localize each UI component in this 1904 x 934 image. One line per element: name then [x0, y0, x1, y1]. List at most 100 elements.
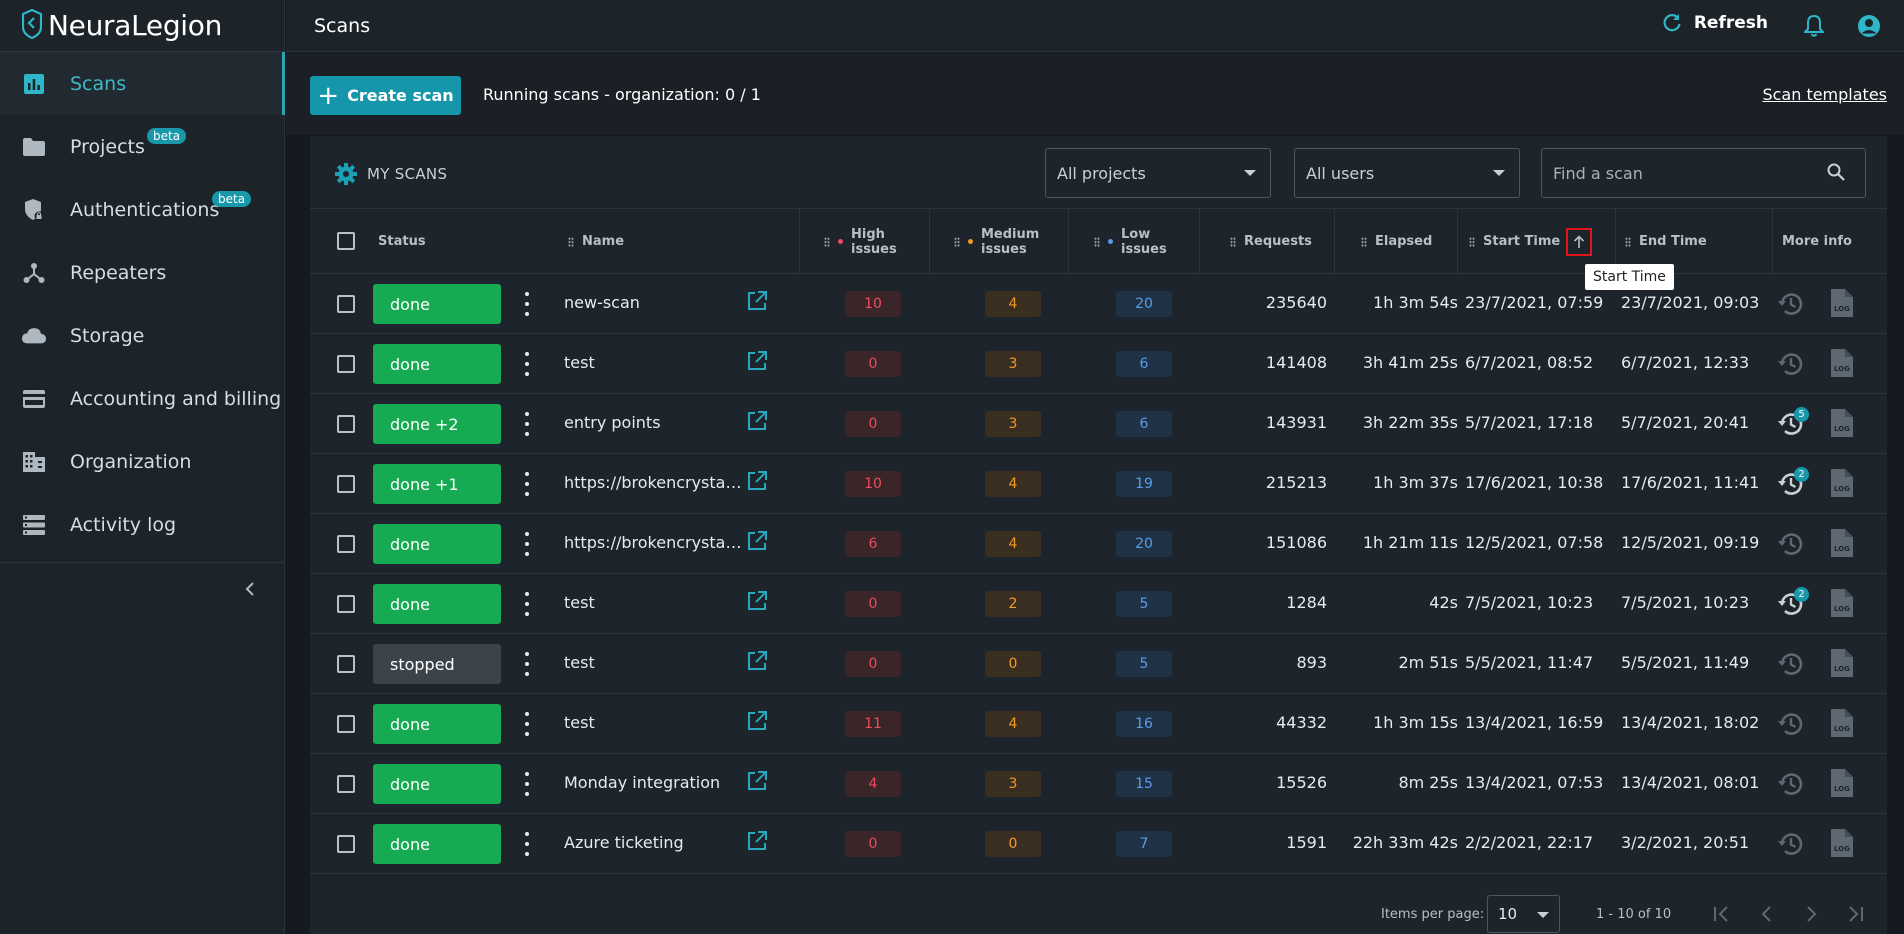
projects-filter-select[interactable]: All projects [1045, 148, 1271, 198]
column-header-medium-issues[interactable]: Medium issues [954, 209, 1064, 274]
open-external-icon[interactable] [746, 350, 768, 376]
table-row[interactable]: done +1 https://brokencrystals.... 10 4 … [310, 454, 1887, 514]
row-checkbox[interactable] [337, 415, 355, 433]
scan-name[interactable]: test [564, 353, 595, 372]
sidebar-item-projects[interactable]: Projects beta [0, 115, 284, 178]
open-external-icon[interactable] [746, 290, 768, 316]
more-actions-icon[interactable] [524, 652, 530, 676]
status-badge[interactable]: done [373, 284, 501, 324]
history-icon[interactable] [1777, 290, 1805, 322]
status-badge[interactable]: done [373, 704, 501, 744]
column-header-requests[interactable]: Requests [1230, 209, 1312, 274]
history-icon[interactable] [1777, 710, 1805, 742]
sidebar-item-organization[interactable]: Organization [0, 430, 284, 493]
sidebar-item-authentications[interactable]: Authentications beta [0, 178, 284, 241]
sidebar-item-storage[interactable]: Storage [0, 304, 284, 367]
open-external-icon[interactable] [746, 770, 768, 796]
open-external-icon[interactable] [746, 830, 768, 856]
create-scan-button[interactable]: + Create scan [310, 76, 461, 115]
column-header-high-issues[interactable]: High issues [824, 209, 914, 274]
scan-name[interactable]: test [564, 653, 595, 672]
column-header-status[interactable]: Status [378, 234, 426, 249]
log-file-icon[interactable]: LOG [1830, 588, 1854, 622]
log-file-icon[interactable]: LOG [1830, 468, 1854, 502]
history-icon[interactable] [1777, 530, 1805, 562]
more-actions-icon[interactable] [524, 472, 530, 496]
table-row[interactable]: done https://brokencrystals.... 6 4 20 1… [310, 514, 1887, 574]
status-badge[interactable]: done +1 [373, 464, 501, 504]
log-file-icon[interactable]: LOG [1830, 408, 1854, 442]
previous-page-icon[interactable] [1754, 901, 1780, 927]
status-badge[interactable]: stopped [373, 644, 501, 684]
status-badge[interactable]: done [373, 584, 501, 624]
table-row[interactable]: done new-scan 10 4 20 235640 1h 3m 54s 2… [310, 274, 1887, 334]
table-row[interactable]: done test 0 2 5 1284 42s 7/5/2021, 10:23… [310, 574, 1887, 634]
search-icon[interactable] [1827, 163, 1845, 185]
next-page-icon[interactable] [1798, 901, 1824, 927]
more-actions-icon[interactable] [524, 352, 530, 376]
status-badge[interactable]: done [373, 344, 501, 384]
first-page-icon[interactable] [1709, 901, 1735, 927]
row-checkbox[interactable] [337, 595, 355, 613]
sidebar-item-activity-log[interactable]: Activity log [0, 493, 284, 556]
more-actions-icon[interactable] [524, 412, 530, 436]
log-file-icon[interactable]: LOG [1830, 648, 1854, 682]
table-row[interactable]: stopped test 0 0 5 893 2m 51s 5/5/2021, … [310, 634, 1887, 694]
table-row[interactable]: done test 11 4 16 44332 1h 3m 15s 13/4/2… [310, 694, 1887, 754]
table-row[interactable]: done +2 entry points 0 3 6 143931 3h 22m… [310, 394, 1887, 454]
items-per-page-select[interactable]: 10 [1487, 895, 1560, 933]
more-actions-icon[interactable] [524, 292, 530, 316]
row-checkbox[interactable] [337, 715, 355, 733]
table-row[interactable]: done test 0 3 6 141408 3h 41m 25s 6/7/20… [310, 334, 1887, 394]
row-checkbox[interactable] [337, 775, 355, 793]
scan-name[interactable]: Azure ticketing [564, 833, 684, 852]
open-external-icon[interactable] [746, 470, 768, 496]
open-external-icon[interactable] [746, 590, 768, 616]
column-header-start-time[interactable]: Start Time [1469, 209, 1593, 274]
column-header-low-issues[interactable]: Low issues [1094, 209, 1184, 274]
scan-name[interactable]: new-scan [564, 293, 640, 312]
scan-templates-link[interactable]: Scan templates [1762, 85, 1887, 104]
select-all-checkbox[interactable] [337, 232, 355, 250]
open-external-icon[interactable] [746, 530, 768, 556]
history-icon[interactable] [1777, 350, 1805, 382]
open-external-icon[interactable] [746, 410, 768, 436]
status-badge[interactable]: done +2 [373, 404, 501, 444]
my-scans-settings[interactable]: MY SCANS [335, 163, 447, 185]
column-header-end-time[interactable]: End Time [1625, 209, 1707, 274]
row-checkbox[interactable] [337, 535, 355, 553]
more-actions-icon[interactable] [524, 772, 530, 796]
sort-ascending-button[interactable] [1566, 227, 1593, 256]
open-external-icon[interactable] [746, 710, 768, 736]
log-file-icon[interactable]: LOG [1830, 528, 1854, 562]
table-row[interactable]: done Monday integration 4 3 15 15526 8m … [310, 754, 1887, 814]
column-header-elapsed[interactable]: Elapsed [1361, 209, 1432, 274]
log-file-icon[interactable]: LOG [1830, 828, 1854, 862]
more-actions-icon[interactable] [524, 832, 530, 856]
sidebar-item-accounting-and-billing[interactable]: Accounting and billing [0, 367, 284, 430]
scan-name[interactable]: test [564, 593, 595, 612]
history-icon[interactable] [1777, 650, 1805, 682]
sidebar-item-repeaters[interactable]: Repeaters [0, 241, 284, 304]
app-logo[interactable]: NeuraLegion [0, 0, 284, 52]
users-filter-select[interactable]: All users [1294, 148, 1520, 198]
scan-name[interactable]: entry points [564, 413, 661, 432]
row-checkbox[interactable] [337, 355, 355, 373]
more-actions-icon[interactable] [524, 712, 530, 736]
row-checkbox[interactable] [337, 295, 355, 313]
user-account-icon[interactable] [1857, 14, 1881, 42]
open-external-icon[interactable] [746, 650, 768, 676]
log-file-icon[interactable]: LOG [1830, 708, 1854, 742]
status-badge[interactable]: done [373, 824, 501, 864]
log-file-icon[interactable]: LOG [1830, 288, 1854, 322]
notifications-bell-icon[interactable] [1802, 14, 1826, 42]
row-checkbox[interactable] [337, 475, 355, 493]
refresh-button[interactable]: Refresh [1662, 13, 1768, 33]
status-badge[interactable]: done [373, 764, 501, 804]
log-file-icon[interactable]: LOG [1830, 348, 1854, 382]
status-badge[interactable]: done [373, 524, 501, 564]
collapse-sidebar-button[interactable] [240, 575, 260, 603]
column-header-name[interactable]: Name [568, 209, 624, 274]
sidebar-item-scans[interactable]: Scans [0, 52, 285, 115]
last-page-icon[interactable] [1842, 901, 1868, 927]
